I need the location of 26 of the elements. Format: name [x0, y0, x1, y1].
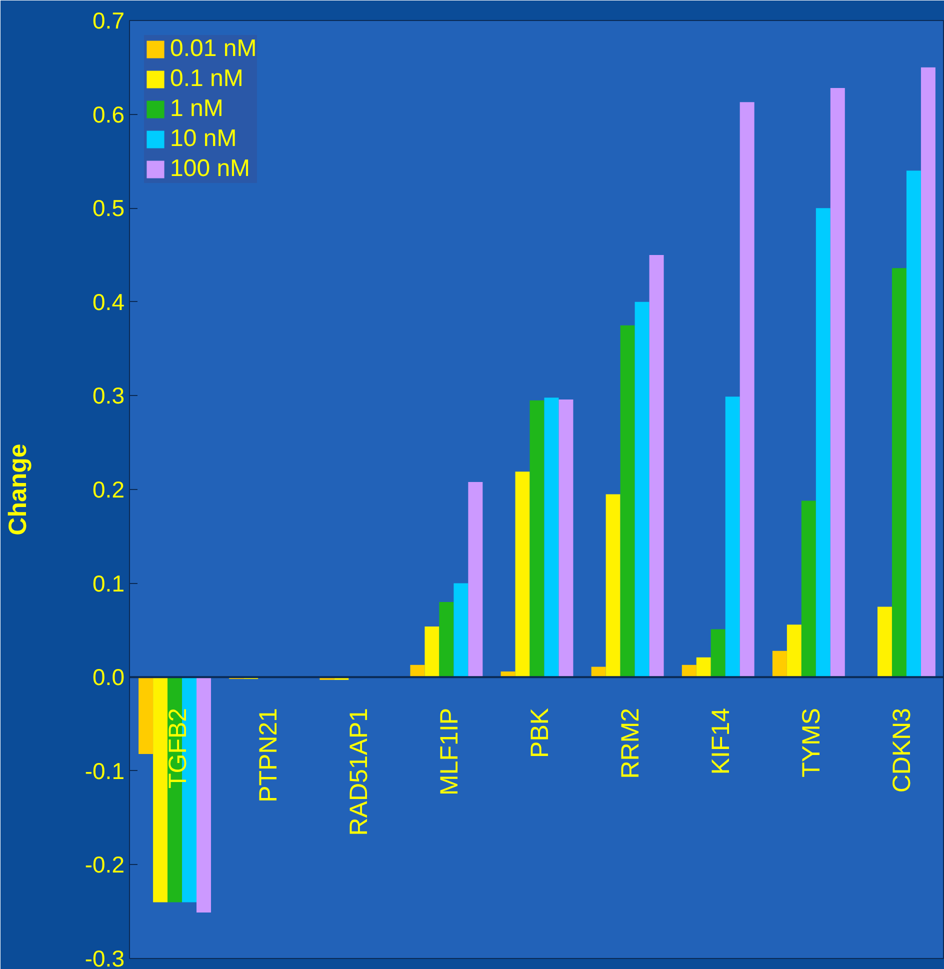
legend-label: 0.1 nM — [170, 65, 244, 93]
y-tick-label: 0.5 — [92, 195, 125, 222]
y-tick-label: 0.3 — [92, 382, 125, 409]
legend-label: 10 nM — [170, 125, 237, 153]
y-tick-label: 0.4 — [92, 288, 125, 315]
y-tick-label: 0.0 — [92, 664, 125, 690]
y-tick-label: -0.2 — [84, 852, 125, 878]
y-tick-label: 0.7 — [92, 8, 125, 34]
x-tick-label: MLF1IP — [435, 708, 464, 796]
y-tick-label: 0.6 — [92, 101, 125, 128]
x-tick-label: PTPN21 — [254, 708, 282, 802]
x-tick-label: TGFB2 — [164, 708, 192, 788]
y-axis-title: Change — [4, 444, 32, 536]
x-tick-label: PBK — [526, 708, 554, 758]
x-tick-label: RRM2 — [616, 708, 645, 779]
y-tick-label: -0.1 — [84, 758, 125, 784]
y-tick-label: 0.2 — [92, 476, 125, 502]
x-tick-label: CDKN3 — [888, 708, 916, 793]
x-tick-label: TYMS — [798, 708, 826, 778]
y-tick-label: -0.3 — [84, 946, 125, 969]
x-tick-label: RAD51AP1 — [344, 708, 373, 836]
y-tick-label: 0.1 — [92, 570, 125, 596]
legend-label: 0.01 nM — [170, 35, 257, 63]
legend-label: 100 nM — [170, 155, 250, 183]
legend-label: 1 nM — [170, 95, 224, 123]
x-tick-label: KIF14 — [707, 708, 736, 775]
